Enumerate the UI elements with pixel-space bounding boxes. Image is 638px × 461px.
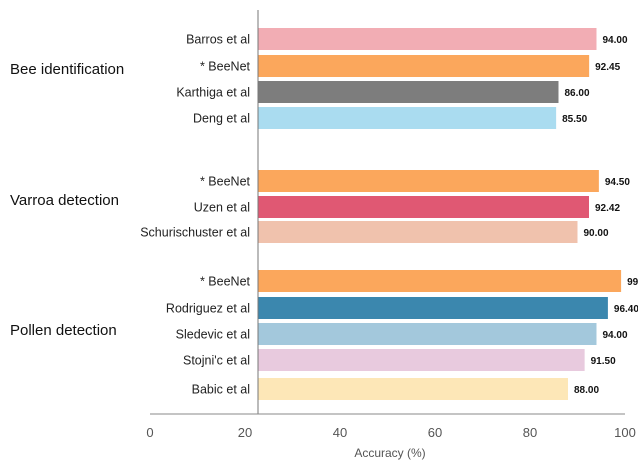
x-tick-label: 40 [333, 425, 347, 440]
x-tick-label: 80 [523, 425, 537, 440]
bar [258, 196, 589, 218]
bar-value-label: 94.50 [605, 177, 630, 188]
bar-value-label: 94.00 [603, 35, 628, 46]
bar-category-label: Stojni'c et al [183, 354, 250, 368]
bar [258, 297, 608, 319]
bar-value-label: 86.00 [565, 88, 590, 99]
group-label: Bee identification [10, 61, 124, 78]
x-tick-label: 0 [146, 425, 153, 440]
bar-value-label: 85.50 [562, 114, 587, 125]
bar-category-label: Sledevic et al [176, 328, 250, 342]
bar-category-label: * BeeNet [200, 275, 251, 289]
group-label: Varroa detection [10, 192, 119, 209]
bar [258, 28, 597, 50]
bar-value-label: 96.40 [614, 304, 638, 315]
bar [258, 378, 568, 400]
bar-value-label: 99.18 [627, 277, 638, 288]
x-tick-label: 100 [614, 425, 636, 440]
bar-category-label: * BeeNet [200, 175, 251, 189]
bar-category-label: Rodriguez et al [166, 302, 250, 316]
bar-category-label: Uzen et al [194, 201, 250, 215]
bar [258, 107, 557, 129]
bar-value-label: 90.00 [584, 228, 609, 239]
bar-value-label: 88.00 [574, 385, 599, 396]
bar [258, 221, 578, 243]
x-axis-title: Accuracy (%) [354, 446, 425, 460]
bar [258, 55, 590, 77]
group-label: Pollen detection [10, 322, 117, 339]
bar-category-label: Karthiga et al [176, 86, 250, 100]
bar [258, 81, 559, 103]
bar-value-label: 94.00 [603, 330, 628, 341]
bar [258, 349, 585, 371]
bar-category-label: Schurischuster et al [140, 226, 250, 240]
bar-category-label: Deng et al [193, 112, 250, 126]
bar [258, 270, 622, 292]
x-tick-label: 20 [238, 425, 252, 440]
bar-category-label: * BeeNet [200, 60, 251, 74]
bar-value-label: 92.45 [595, 62, 620, 73]
bar [258, 170, 599, 192]
bar [258, 323, 597, 345]
bar-value-label: 91.50 [591, 356, 616, 367]
bar-category-label: Barros et al [186, 33, 250, 47]
bar-value-label: 92.42 [595, 203, 620, 214]
bar-category-label: Babic et al [192, 383, 250, 397]
x-tick-label: 60 [428, 425, 442, 440]
